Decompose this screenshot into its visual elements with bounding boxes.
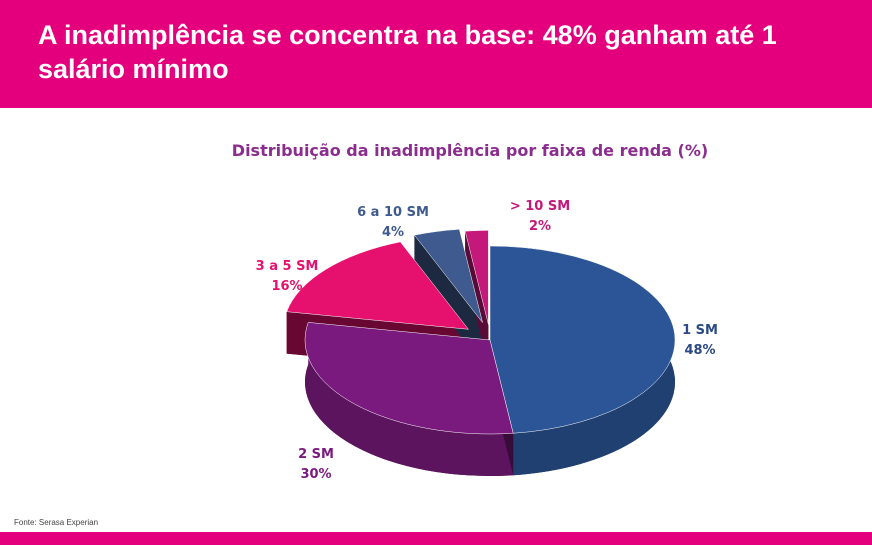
header-band: A inadimplência se concentra na base: 48… bbox=[0, 0, 872, 108]
slice-value-label: 16% bbox=[271, 279, 302, 294]
pie-slice bbox=[464, 230, 489, 325]
pie-slice-edge bbox=[414, 235, 483, 365]
pie-slice bbox=[413, 229, 483, 323]
slice-label: 1 SM bbox=[682, 323, 718, 338]
slice-value-label: 48% bbox=[684, 343, 715, 358]
pie-slice bbox=[489, 245, 676, 434]
slice-label: 2 SM bbox=[298, 447, 334, 462]
slice-label: 3 a 5 SM bbox=[256, 259, 319, 274]
source-note: Fonte: Serasa Experian bbox=[14, 518, 99, 527]
pie-slice bbox=[304, 322, 514, 435]
footer-band bbox=[0, 532, 872, 545]
pie-slice-side bbox=[305, 322, 514, 476]
chart-title: Distribuição da inadimplência por faixa … bbox=[232, 141, 708, 160]
slice-label: > 10 SM bbox=[510, 199, 570, 214]
slice-value-label: 2% bbox=[529, 219, 551, 234]
slide-title: A inadimplência se concentra na base: 48… bbox=[38, 20, 777, 84]
slice-value-label: 4% bbox=[382, 225, 404, 240]
slice-label: 6 a 10 SM bbox=[357, 205, 429, 220]
chart: Distribuição da inadimplência por faixa … bbox=[232, 141, 718, 482]
slice-value-label: 30% bbox=[300, 467, 331, 482]
pie-slice bbox=[286, 241, 469, 330]
